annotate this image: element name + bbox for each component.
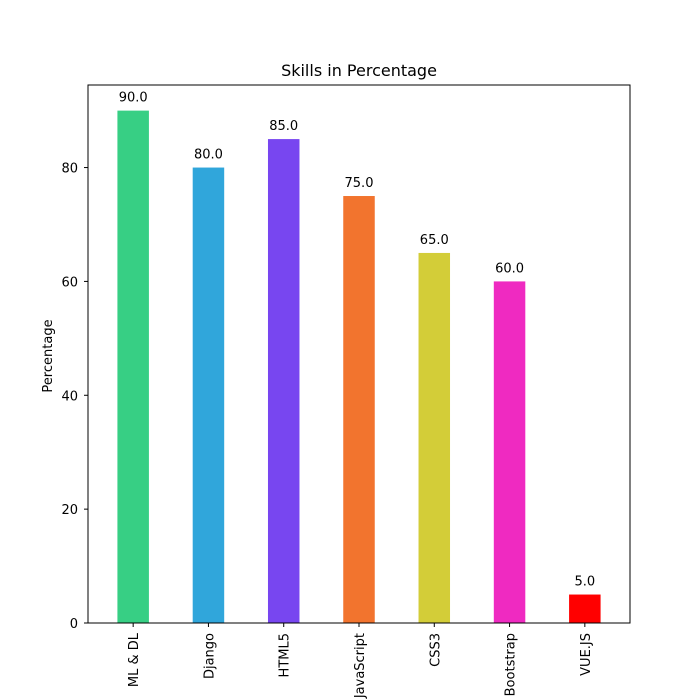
x-tick-label-3: JavaScript (353, 633, 368, 699)
bar-2 (267, 139, 300, 623)
bar-6 (569, 594, 601, 623)
bar-value-label-6: 5.0 (574, 575, 595, 590)
y-tick-label-1: 20 (61, 503, 78, 518)
bar-1 (192, 167, 225, 623)
bar-3 (343, 196, 375, 623)
y-ticks-group: 0 20 40 60 80 (61, 162, 88, 632)
bar-0 (117, 110, 149, 624)
y-axis-label: Percentage (41, 319, 56, 392)
x-tick-label-1: Django (202, 633, 217, 679)
x-tick-label-5: Bootstrap (504, 633, 519, 696)
x-tick-label-4: CSS3 (428, 633, 443, 667)
bar-value-label-2: 85.0 (269, 119, 298, 134)
bar-value-label-1: 80.0 (194, 148, 223, 163)
bar-value-label-0: 90.0 (119, 91, 148, 106)
bar-value-label-4: 65.0 (420, 233, 449, 248)
bar-value-label-5: 60.0 (495, 261, 524, 276)
y-tick-label-0: 0 (70, 617, 78, 632)
y-tick-label-3: 60 (61, 275, 78, 290)
y-tick-label-2: 40 (61, 389, 78, 404)
bar-5 (493, 281, 526, 623)
bar-value-label-3: 75.0 (345, 176, 374, 191)
bar-4 (418, 252, 451, 623)
x-tick-label-2: HTML5 (278, 633, 293, 677)
plot-frame (87, 84, 631, 624)
x-tick-label-0: ML & DL (127, 632, 142, 687)
x-ticks-group: ML & DL Django HTML5 JavaScript CSS3 Bootstra… (127, 623, 594, 699)
x-tick-label-6: VUE.JS (579, 633, 594, 676)
bars-group: 90.0 80.0 85.0 75.0 65.0 60.0 5.0 (117, 91, 601, 624)
y-tick-label-4: 80 (61, 162, 78, 177)
chart-title: Skills in Percentage (281, 61, 437, 80)
